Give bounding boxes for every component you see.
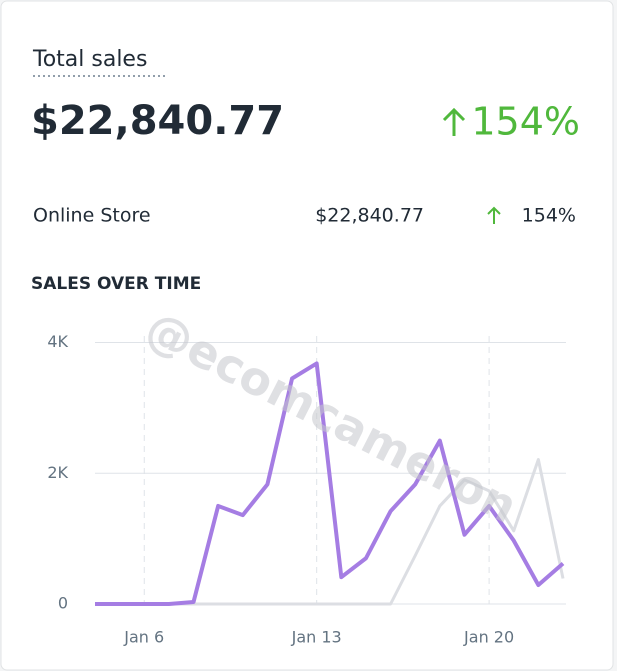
x-tick-label: Jan 6 bbox=[123, 628, 164, 647]
y-tick-label: 0 bbox=[58, 594, 68, 613]
channel-change: 154% bbox=[522, 205, 576, 227]
y-tick-label: 2K bbox=[47, 463, 68, 482]
channel-amount: $22,840.77 bbox=[315, 205, 424, 227]
total-amount: $22,840.77 bbox=[31, 98, 284, 144]
channel-name: Online Store bbox=[33, 205, 151, 227]
series-line bbox=[95, 361, 565, 606]
card-title[interactable]: Total sales bbox=[32, 47, 147, 72]
up-arrow-small bbox=[487, 206, 501, 224]
y-tick-label: 4K bbox=[47, 332, 68, 351]
plot: 0 2K 4K Jan 6 Jan 13 Jan 20 bbox=[47, 332, 566, 647]
up-arrow bbox=[442, 107, 466, 136]
x-tick-label: Jan 20 bbox=[463, 628, 514, 647]
total-change: 154% bbox=[471, 100, 580, 144]
x-tick-label: Jan 13 bbox=[291, 628, 342, 647]
chart-title: SALES OVER TIME bbox=[31, 274, 201, 294]
